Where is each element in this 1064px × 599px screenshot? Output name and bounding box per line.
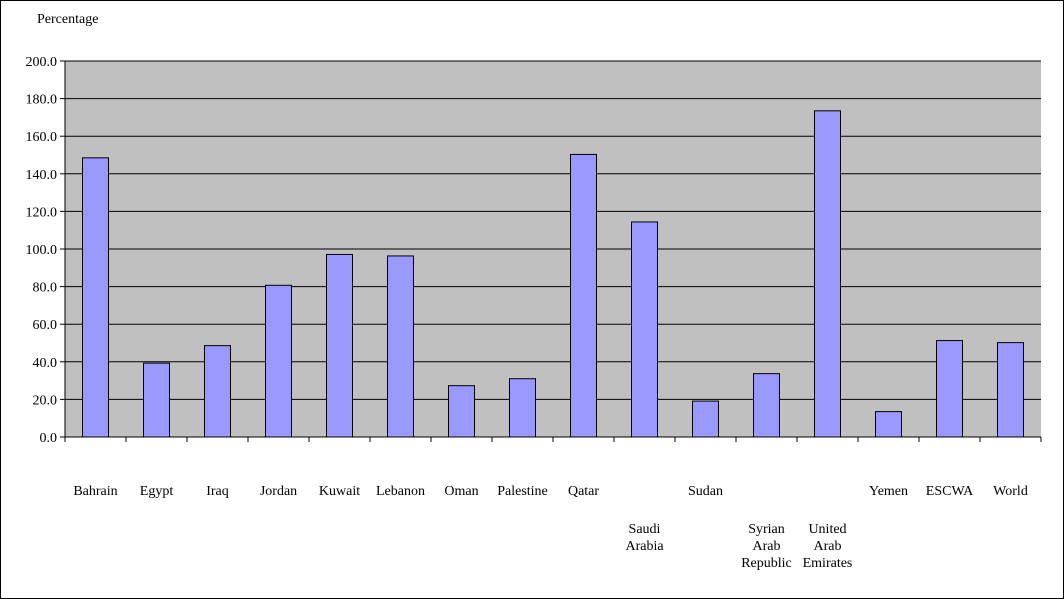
x-category-label: Sudan bbox=[688, 484, 723, 499]
x-category-label: Bahrain bbox=[73, 484, 117, 499]
bar bbox=[387, 255, 414, 438]
x-category-label: Saudi Arabia bbox=[625, 522, 664, 554]
bar bbox=[631, 221, 658, 438]
plot-area: 0.0 20.0 40.0 60.0 80.0 100.0 120.0 140.0 160.0 1… bbox=[26, 55, 1042, 571]
x-category-label: Jordan bbox=[260, 484, 297, 499]
y-tick-label: 160.0 bbox=[26, 130, 58, 145]
y-tick-label: 20.0 bbox=[33, 393, 58, 408]
bar bbox=[692, 400, 719, 438]
y-tick-label: 0.0 bbox=[40, 431, 58, 446]
bar bbox=[875, 411, 902, 438]
x-category-label: United Arab Emirates bbox=[803, 522, 853, 571]
x-category-label: World bbox=[993, 484, 1028, 499]
x-category-label: Kuwait bbox=[319, 484, 360, 499]
y-tick-label: 60.0 bbox=[33, 318, 58, 333]
bar bbox=[509, 378, 536, 438]
x-category-label: ESCWA bbox=[926, 484, 974, 499]
bar bbox=[326, 253, 353, 438]
bar bbox=[570, 153, 597, 438]
y-tick-label: 180.0 bbox=[26, 93, 58, 108]
x-category-label: Qatar bbox=[568, 484, 599, 499]
bar bbox=[82, 157, 109, 438]
x-category-label: Iraq bbox=[206, 484, 229, 499]
y-tick-label: 200.0 bbox=[26, 55, 58, 70]
bar bbox=[936, 340, 963, 438]
bar bbox=[448, 385, 475, 438]
x-category-label: Lebanon bbox=[376, 484, 425, 499]
bar bbox=[265, 284, 292, 438]
y-tick-label: 120.0 bbox=[26, 205, 58, 220]
y-axis-title: Percentage bbox=[37, 12, 98, 27]
y-tick-label: 140.0 bbox=[26, 168, 58, 183]
x-category-label: Egypt bbox=[140, 484, 174, 499]
x-category-label: Palestine bbox=[497, 484, 548, 499]
x-category-label: Syrian Arab Republic bbox=[741, 522, 792, 571]
x-category-label: Yemen bbox=[869, 484, 908, 499]
y-tick-label: 100.0 bbox=[26, 243, 58, 258]
bar bbox=[204, 345, 231, 438]
y-tick-label: 40.0 bbox=[33, 356, 58, 371]
bar bbox=[814, 110, 841, 438]
y-tick-label: 80.0 bbox=[33, 281, 58, 296]
bar bbox=[753, 373, 780, 438]
bar bbox=[997, 342, 1024, 438]
x-category-label: Oman bbox=[444, 484, 478, 499]
bar bbox=[143, 362, 170, 438]
